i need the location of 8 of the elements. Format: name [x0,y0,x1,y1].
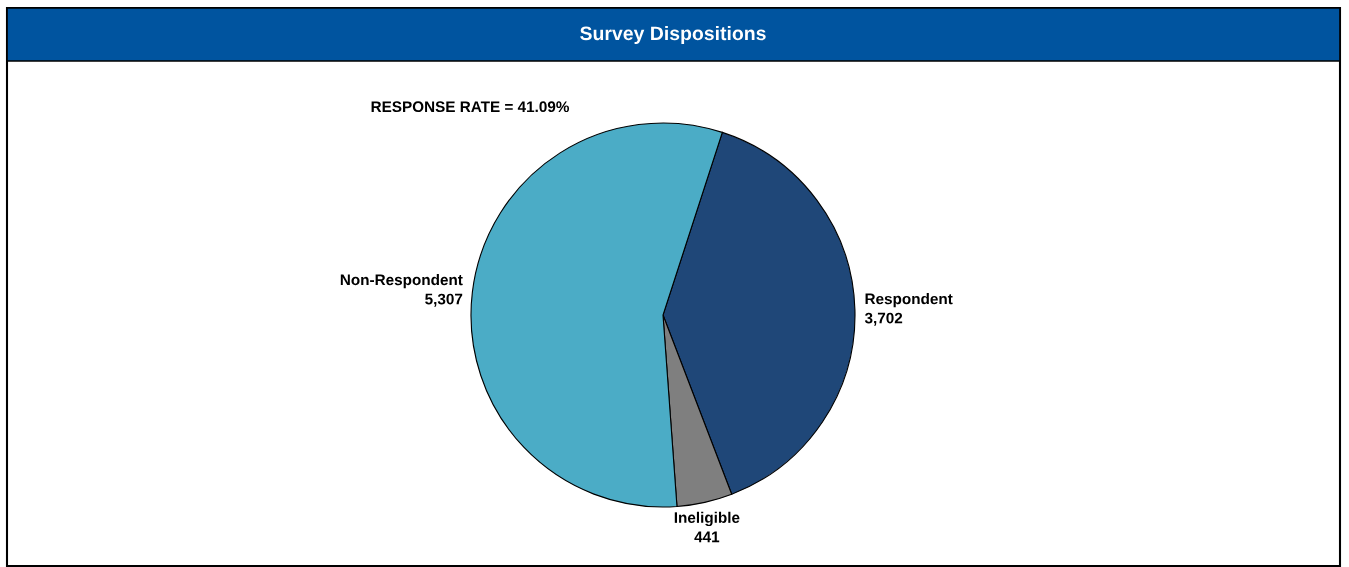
data-label: 3,702 [864,312,903,326]
slice-label: Ineligible [674,511,740,527]
chart-title: Survey Dispositions [580,25,766,45]
data-label: 5,307 [425,293,463,307]
text: RESPONSE RATE = 41.09% [371,101,570,113]
data-label: 441 [694,531,720,543]
slice-label: Non-Respondent [340,274,463,289]
slice-label: Respondent [865,293,953,308]
